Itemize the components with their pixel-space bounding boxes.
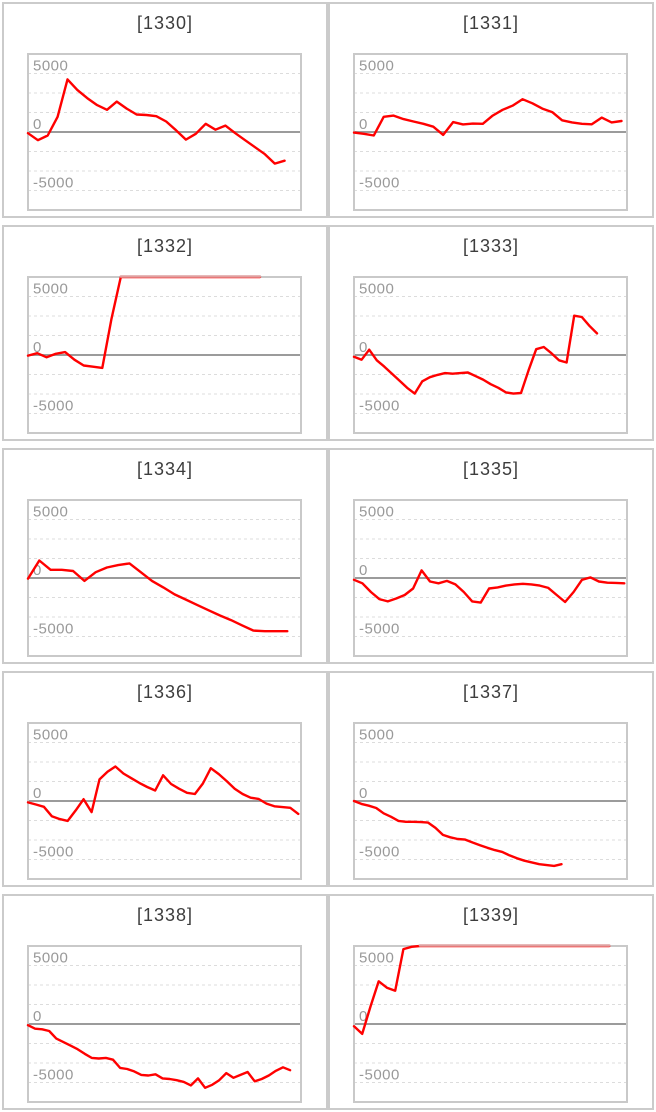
y-tick-label: -5000 [359,1066,400,1083]
slump-graph: 5000 0 -5000 [26,275,302,434]
chart-panel: [1337] 5000 0 -5000 [328,671,654,887]
slump-graph: 5000 0 -5000 [26,945,302,1103]
slump-graph: 5000 0 -5000 [352,499,628,657]
slump-line [352,569,626,604]
y-tick-label: 5000 [33,281,68,298]
chart-panel: [1334] 5000 0 -5000 [2,448,328,664]
plot-border [27,722,302,880]
y-tick-label: 0 [359,785,368,802]
slump-line [352,799,563,868]
y-tick-label: -5000 [33,1066,74,1083]
y-tick-label: 0 [33,339,42,356]
slump-line [26,78,286,165]
y-tick-label: 0 [359,562,368,579]
slump-graph: 5000 0 -5000 [352,722,628,880]
slump-line [26,559,289,633]
slump-graph: 5000 0 -5000 [26,499,302,657]
plot-border [353,276,628,434]
y-tick-label: 5000 [33,504,68,521]
chart-panel: [1330] 5000 0 -5000 [2,2,328,218]
y-tick-label: 0 [33,1008,42,1025]
y-tick-label: 5000 [33,727,68,744]
slump-graph: 5000 0 -5000 [26,53,302,211]
y-tick-label: 0 [359,1008,368,1025]
chart-panel: [1336] 5000 0 -5000 [2,671,328,887]
chart-panel: [1338] 5000 0 -5000 [2,894,328,1110]
chart-panel: [1331] 5000 0 -5000 [328,2,654,218]
y-tick-label: -5000 [359,620,400,637]
slump-graph: 5000 0 -5000 [26,722,302,880]
y-tick-label: 5000 [33,58,68,75]
y-tick-label: 5000 [359,58,394,75]
y-tick-label: 0 [33,562,42,579]
slump-line [26,1023,292,1090]
y-tick-label: -5000 [359,843,400,860]
y-tick-label: 5000 [359,727,394,744]
y-tick-label: 5000 [359,950,394,967]
chart-title: [1330] [136,13,194,33]
chart-title: [1331] [462,13,520,33]
chart-title: [1338] [136,905,194,925]
slump-line [352,98,623,137]
chart-panel: [1333] 5000 0 -5000 [328,225,654,441]
slump-graph: 5000 0 -5000 [352,276,628,434]
chart-panel: [1332] 5000 0 -5000 [2,225,328,441]
y-tick-label: 5000 [359,504,394,521]
chart-title: [1337] [462,682,520,702]
y-tick-label: 5000 [359,281,394,298]
chart-panel: [1339] 5000 0 -5000 [328,894,654,1110]
y-tick-label: -5000 [359,397,400,414]
y-tick-label: 0 [359,339,368,356]
chart-title: [1333] [462,236,520,256]
y-tick-label: -5000 [33,397,74,414]
y-tick-label: -5000 [33,620,74,637]
y-tick-label: -5000 [33,843,74,860]
chart-title: [1339] [462,905,520,925]
slump-line [352,314,599,395]
y-tick-label: 0 [33,785,42,802]
y-tick-label: 0 [33,116,42,133]
chart-title: [1335] [462,459,520,479]
y-tick-label: -5000 [359,174,400,191]
chart-title: [1334] [136,459,194,479]
plot-border [353,499,628,657]
slump-graph: 5000 0 -5000 [352,944,628,1103]
y-tick-label: 5000 [33,950,68,967]
chart-title: [1336] [136,682,194,702]
y-tick-label: -5000 [33,174,74,191]
slump-graph: 5000 0 -5000 [352,53,628,211]
chart-title: [1332] [136,236,194,256]
y-tick-label: 0 [359,116,368,133]
chart-panel: [1335] 5000 0 -5000 [328,448,654,664]
slump-line [26,765,300,823]
